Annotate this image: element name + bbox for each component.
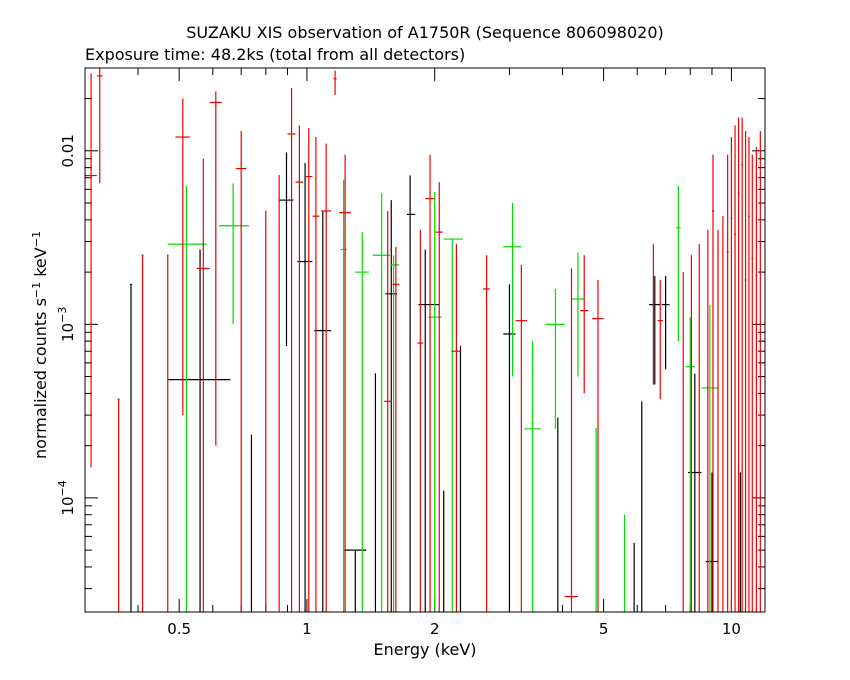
data-point-2-29: [657, 280, 663, 400]
data-point-0-10: [418, 249, 440, 612]
data-point-2-14: [312, 137, 320, 612]
data-point-1-0: [167, 185, 207, 612]
data-point-2-25: [515, 264, 528, 612]
data-point-0-2: [250, 434, 253, 612]
data-point-2-42: [741, 117, 743, 612]
data-point-2-18: [384, 210, 392, 612]
data-point-2-44: [748, 137, 750, 612]
y-axis-label-main: normalized counts s: [31, 298, 50, 459]
plot-area-frame: [84, 67, 766, 613]
x-tick-label-4: 10: [722, 620, 741, 638]
data-point-0-0: [130, 283, 132, 612]
axis-tick-labels: 0.5 1 2 5 10 10−4 10−3 0.01: [56, 134, 741, 638]
y-axis-label: normalized counts s−1 keV−1: [30, 231, 50, 459]
data-point-2-10: [278, 174, 280, 612]
series-2: [85, 68, 762, 612]
y-axis-label-sup2: −1: [30, 231, 43, 247]
data-point-2-35: [711, 154, 715, 612]
chart-title: SUZAKU XIS observation of A1750R (Sequen…: [186, 23, 663, 42]
data-point-1-9: [524, 341, 541, 612]
axis-ticks: [84, 67, 765, 612]
series-0: [130, 152, 741, 612]
data-point-0-13: [503, 284, 516, 612]
data-point-2-12: [295, 125, 304, 612]
data-point-1-12: [595, 428, 597, 612]
data-point-1-8: [503, 203, 522, 377]
data-point-2-4: [166, 254, 169, 612]
data-point-2-7: [209, 91, 222, 446]
data-point-2-11: [287, 88, 296, 612]
data-point-2-43: [744, 131, 747, 612]
data-point-2-28: [592, 280, 604, 612]
y-tick-label-0: 10−4: [56, 480, 77, 515]
data-point-2-20: [417, 229, 424, 612]
data-point-0-9: [406, 175, 416, 612]
data-point-2-17: [339, 154, 351, 612]
data-point-2-41: [737, 117, 740, 612]
data-point-2-38: [726, 154, 729, 612]
data-point-2-27: [580, 255, 589, 394]
data-point-0-8: [385, 200, 398, 612]
series-1: [167, 179, 719, 612]
data-point-2-5: [175, 98, 190, 416]
x-tick-label-2: 2: [430, 620, 440, 638]
data-point-1-14: [675, 185, 681, 342]
data-point-2-39: [730, 137, 733, 612]
data-point-1-5: [390, 255, 400, 612]
data-point-2-16: [333, 70, 337, 95]
x-tick-label-3: 5: [599, 620, 609, 638]
data-points: [85, 68, 762, 612]
data-point-2-9: [265, 210, 267, 612]
data-point-2-40: [734, 125, 736, 612]
y-axis-label-mid: keV: [31, 247, 50, 282]
data-point-2-45: [751, 154, 754, 612]
x-tick-label-0: 0.5: [167, 620, 191, 638]
data-point-1-10: [545, 288, 565, 429]
data-point-2-22: [435, 182, 443, 612]
x-axis-label: Energy (keV): [373, 640, 476, 659]
chart-subtitle: Exposure time: 48.2ks (total from all de…: [85, 45, 465, 64]
data-point-2-6: [196, 158, 210, 612]
data-point-0-18: [661, 275, 670, 370]
data-point-2-0: [85, 73, 97, 468]
data-point-1-7: [443, 238, 463, 612]
y-axis-label-sup1: −1: [30, 282, 43, 298]
data-point-2-26: [564, 268, 578, 612]
y-tick-label-2: 0.01: [59, 134, 77, 167]
data-point-2-2: [117, 398, 120, 612]
x-tick-label-1: 1: [302, 620, 312, 638]
data-point-2-1: [96, 68, 103, 184]
data-point-0-7: [374, 373, 377, 612]
data-point-1-1: [218, 183, 249, 325]
data-point-1-3: [355, 232, 369, 612]
data-point-2-8: [235, 131, 247, 612]
data-point-2-19: [392, 246, 400, 612]
data-point-0-6: [343, 549, 367, 612]
data-point-2-3: [141, 254, 144, 612]
data-point-0-1: [167, 249, 231, 612]
data-point-2-24: [483, 255, 491, 612]
data-point-0-17: [649, 275, 661, 385]
data-point-1-16: [701, 304, 719, 612]
data-point-1-15: [685, 317, 695, 612]
data-point-2-23: [451, 244, 462, 612]
data-point-0-5: [314, 210, 332, 612]
data-point-2-46: [755, 147, 758, 612]
data-point-2-47: [759, 131, 762, 612]
y-tick-label-1: 10−3: [56, 307, 77, 342]
data-point-1-11: [571, 252, 585, 377]
data-point-2-21: [425, 154, 435, 612]
data-point-2-13: [305, 128, 313, 612]
data-point-2-15: [321, 143, 332, 612]
